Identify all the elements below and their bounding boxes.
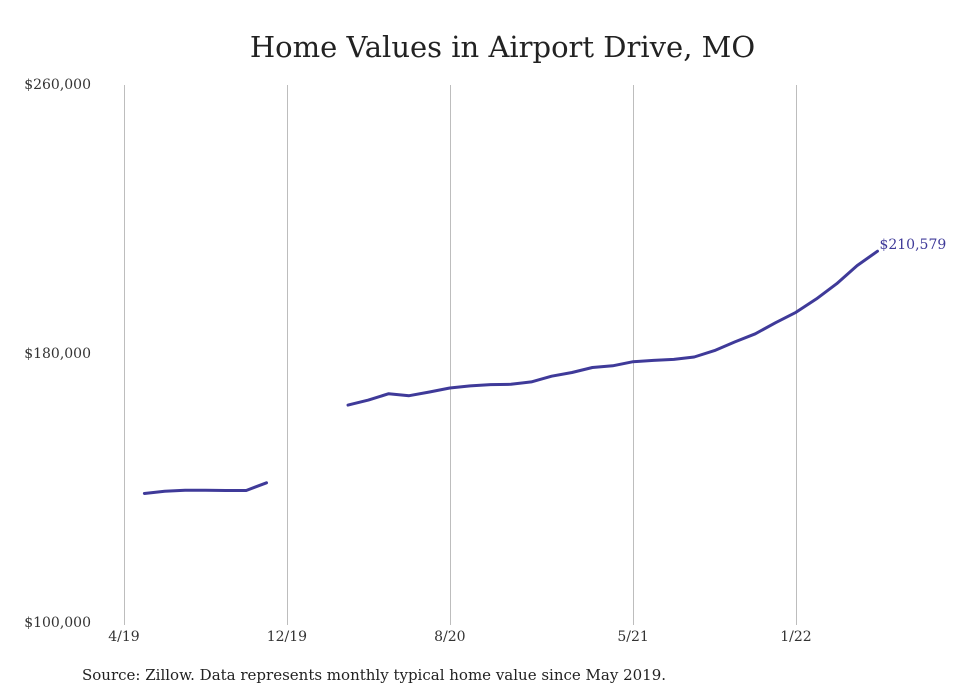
end-value-label: $210,579 bbox=[879, 237, 946, 253]
source-note: Source: Zillow. Data represents monthly … bbox=[82, 666, 667, 684]
x-tick-label: 4/19 bbox=[108, 629, 139, 645]
y-tick-label: $100,000 bbox=[24, 615, 91, 631]
series-line-segment-1 bbox=[346, 249, 879, 407]
chart-title: Home Values in Airport Drive, MO bbox=[249, 30, 756, 64]
series-line-segment-0 bbox=[142, 481, 268, 495]
x-tick-label: 8/20 bbox=[434, 629, 465, 645]
x-tick-label: 1/22 bbox=[780, 629, 811, 645]
y-tick-label: $260,000 bbox=[24, 77, 91, 93]
y-tick-label: $180,000 bbox=[24, 346, 91, 362]
x-tick-label: 5/21 bbox=[617, 629, 648, 645]
x-tick-label: 12/19 bbox=[267, 629, 307, 645]
